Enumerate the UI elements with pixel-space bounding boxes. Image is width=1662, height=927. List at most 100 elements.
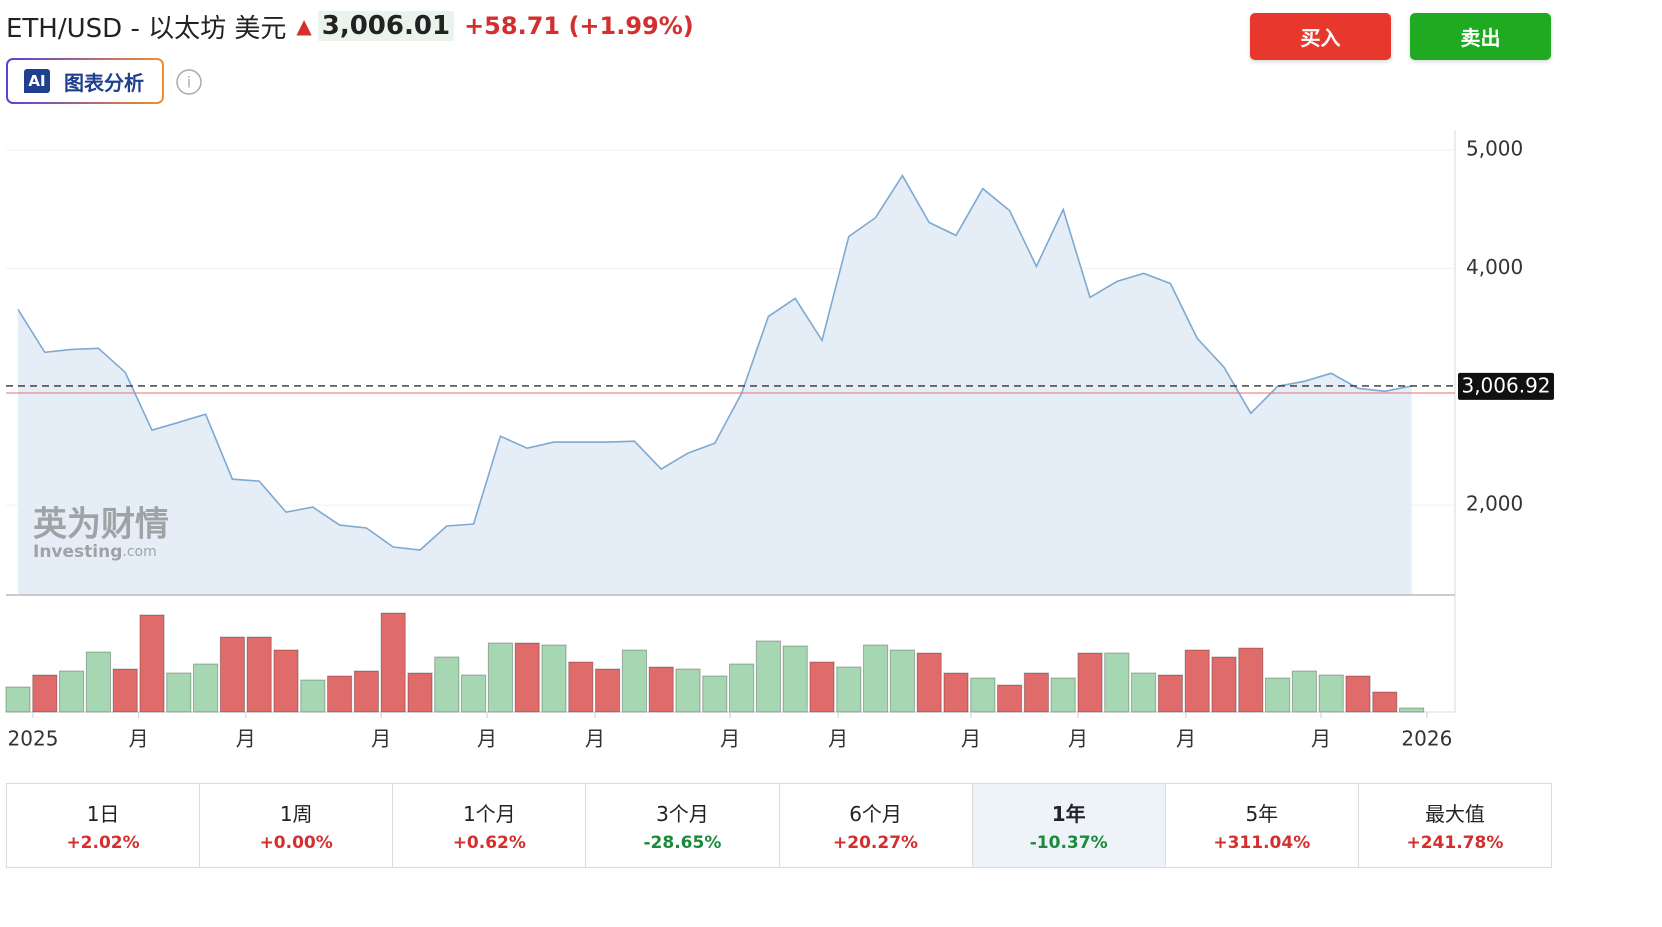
volume-bar <box>595 668 621 713</box>
period-cell[interactable]: 1周 +0.00% <box>199 784 392 867</box>
volume-bar <box>5 686 31 713</box>
volume-bar <box>916 652 942 713</box>
volume-bar <box>32 674 58 713</box>
x-tick-label: 月 <box>720 727 740 751</box>
x-tick-label: 月 <box>371 727 391 751</box>
x-tick-label: 月 <box>1068 727 1088 751</box>
period-cell[interactable]: 5年 +311.04% <box>1164 784 1358 867</box>
x-tick-label: 月 <box>129 727 149 751</box>
y-tick-label: 5,000 <box>1466 137 1523 161</box>
info-icon-glyph: i <box>187 74 191 92</box>
buy-button[interactable]: 买入 <box>1250 13 1391 60</box>
period-cell[interactable]: 1日 +2.02% <box>7 784 199 867</box>
period-cell[interactable]: 1年 -10.37% <box>971 784 1165 867</box>
period-change: +2.02% <box>66 833 140 853</box>
volume-bar <box>755 640 781 713</box>
volume-bar <box>59 670 85 713</box>
period-cell[interactable]: 6个月 +20.27% <box>778 784 972 867</box>
chart: i 2,000 4,000 5,000 3,006.92 英为财情Investing.c… <box>5 69 1554 751</box>
period-label: 1周 <box>279 802 313 826</box>
volume-bar <box>1238 647 1264 713</box>
volume-bar <box>809 661 835 713</box>
sell-button[interactable]: 卖出 <box>1410 13 1551 60</box>
volume-bar <box>782 645 808 713</box>
volume-bar <box>1372 691 1398 713</box>
x-tick-label: 月 <box>585 727 605 751</box>
ai-label: 图表分析 <box>64 70 144 95</box>
period-label: 1日 <box>86 802 120 826</box>
volume-bar <box>407 672 433 713</box>
period-cell[interactable]: 最大值 +241.78% <box>1357 784 1551 867</box>
period-cell[interactable]: 3个月 -28.65% <box>585 784 778 867</box>
volume-bar <box>139 614 165 713</box>
period-table: 1日 +2.02% 1周 +0.00% 1个月 +0.62% 3个月 -28.65% 6个月 +2… <box>6 783 1552 868</box>
period-change: -28.65% <box>643 833 722 853</box>
volume-bar <box>1345 675 1371 713</box>
period-label: 1年 <box>1051 802 1086 826</box>
x-tick-label: 月 <box>236 727 256 751</box>
volume-bar <box>1291 670 1317 713</box>
x-tick-label: 月 <box>477 727 497 751</box>
volume-bar <box>1104 652 1130 713</box>
volume-bar <box>836 666 862 713</box>
price-change: +58.71 (+1.99%) <box>464 12 694 40</box>
period-change: +241.78% <box>1406 833 1504 853</box>
volume-bar <box>166 672 192 713</box>
volume-bar <box>246 636 272 713</box>
watermark-en-main: Investing <box>33 542 122 562</box>
period-change: +0.00% <box>259 833 333 853</box>
volume-bar <box>353 670 379 713</box>
ai-button[interactable]: AI 图表分析 <box>6 58 164 104</box>
volume-bar <box>943 672 969 713</box>
volume-bar <box>541 644 567 713</box>
last-price-label: 3,006.92 <box>1461 373 1550 397</box>
volume-bar <box>1399 707 1425 713</box>
x-tick-label: 2026 <box>1401 727 1452 751</box>
volume-bar <box>1131 672 1157 713</box>
period-cell[interactable]: 1个月 +0.62% <box>392 784 585 867</box>
period-label: 1个月 <box>462 802 516 826</box>
header: ETH/USD - 以太坊 美元 ▲ 3,006.01 +58.71 (+1.9… <box>6 6 694 46</box>
price-line <box>17 174 1412 551</box>
price: 3,006.01 <box>317 11 455 41</box>
volume-bar <box>863 644 889 713</box>
volume-bar <box>1318 674 1344 713</box>
volume-bar <box>729 663 755 713</box>
volume-bar <box>1184 649 1210 713</box>
period-label: 最大值 <box>1424 802 1485 826</box>
watermark-cn: 英为财情 <box>33 505 169 545</box>
volume-bar <box>1023 672 1049 713</box>
price-area <box>18 175 1412 595</box>
volume-bar <box>1077 652 1103 713</box>
volume-bar <box>702 675 728 713</box>
volume-bar <box>648 666 674 713</box>
volume-bar <box>1157 674 1183 713</box>
volume-bar <box>219 636 245 713</box>
volume-bar <box>514 642 540 713</box>
period-change: +311.04% <box>1213 833 1311 853</box>
volume-bar <box>461 674 487 713</box>
volume-bar <box>273 649 299 713</box>
volume-bar <box>300 679 326 713</box>
period-change: +20.27% <box>833 833 919 853</box>
volume-bar <box>621 649 647 713</box>
volume-bar <box>1050 677 1076 713</box>
info-icon[interactable] <box>176 69 202 95</box>
x-tick-label: 月 <box>1311 727 1331 751</box>
period-change: +0.62% <box>452 833 526 853</box>
volume-bar <box>970 677 996 713</box>
period-change: -10.37% <box>1029 833 1108 853</box>
volume-bar <box>1211 656 1237 713</box>
volume-bar <box>675 668 701 713</box>
x-tick-label: 月 <box>828 727 848 751</box>
volume-bar <box>327 675 353 713</box>
watermark-en-suffix: .com <box>122 544 156 560</box>
x-tick-label: 月 <box>1176 727 1196 751</box>
last-price-box <box>1458 372 1554 400</box>
volume-bar <box>889 649 915 713</box>
up-arrow: ▲ <box>296 14 312 38</box>
volume-bar <box>434 656 460 713</box>
volume-bar <box>568 661 594 713</box>
volume-bar <box>487 642 513 713</box>
